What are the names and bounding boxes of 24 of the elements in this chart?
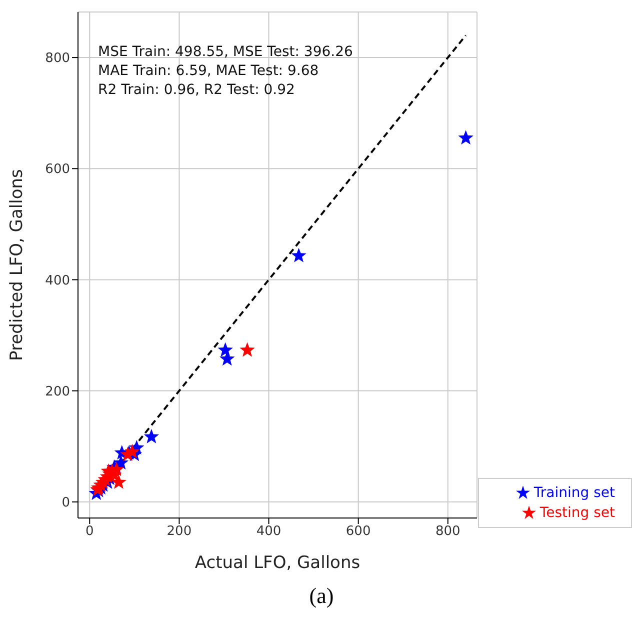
x-tick-label: 0 bbox=[86, 524, 94, 540]
point bbox=[240, 342, 255, 357]
x-tick-label: 800 bbox=[435, 524, 460, 540]
text: (a) bbox=[308, 583, 335, 609]
annotation: MSE Train: 498.55, MSE Test: 396.26 bbox=[98, 44, 353, 60]
legend-label: Testing set bbox=[540, 505, 615, 521]
y-tick-label: 200 bbox=[45, 384, 70, 400]
x-tick-label: 600 bbox=[346, 524, 371, 540]
y-tick-label: 400 bbox=[45, 273, 70, 288]
annotation: MAE Train: 6.59, MAE Test: 9.68 bbox=[98, 63, 319, 79]
point bbox=[111, 474, 126, 489]
x-tick-label: 400 bbox=[256, 524, 282, 540]
point bbox=[458, 130, 474, 145]
y-tick-label: 600 bbox=[45, 162, 70, 178]
x-axis-title: Actual LFO, Gallons bbox=[194, 553, 360, 573]
x-tick-label: 200 bbox=[166, 524, 192, 540]
legend-label: Training set bbox=[534, 485, 615, 501]
point bbox=[218, 342, 233, 357]
y-axis-title: Predicted LFO, Gallons bbox=[7, 169, 28, 361]
y-tick-label: 800 bbox=[45, 51, 70, 66]
point bbox=[291, 248, 306, 262]
y-tick-label: 0 bbox=[62, 496, 70, 511]
annotation: R2 Train: 0.96, R2 Test: 0.92 bbox=[98, 82, 295, 98]
point bbox=[144, 428, 160, 444]
